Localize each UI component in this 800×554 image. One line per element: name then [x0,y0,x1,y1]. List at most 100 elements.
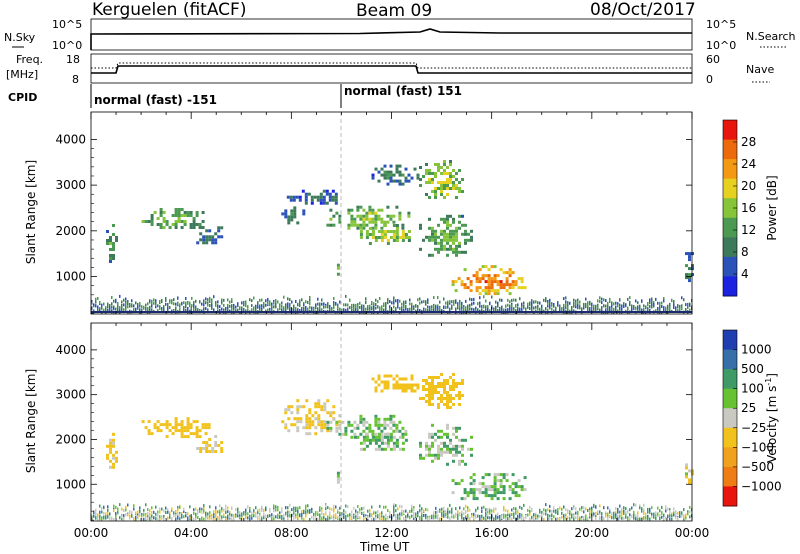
power-cell-r11 [487,286,491,290]
velocity-cell-r4 [368,423,372,427]
velocity-cell-r8 [446,394,449,397]
power-ground-cell [403,309,405,312]
power-cell-r11 [490,277,494,281]
power-ground-cell [251,304,253,307]
power-ground-cell [315,305,317,309]
velocity-ground-cell [415,518,417,521]
velocity-ground-cell [459,506,461,510]
velocity-ground-cell [273,509,275,513]
velocity-ground-cell [345,510,347,514]
velocity-cell-r8 [452,397,455,400]
velocity-ground-cell [155,512,157,516]
velocity-ground-cell [681,512,683,516]
velocity-ground-cell [633,516,635,520]
power-ground-cell [559,304,561,308]
velocity-ground-cell [439,517,441,521]
power-ground-cell [309,302,311,306]
velocity-cell-r8 [422,388,425,391]
velocity-ground-cell [199,509,201,513]
power-cell-r10 [446,223,449,227]
power-cell-r1 [186,211,190,214]
velocity-ground-cell [385,513,387,517]
power-ground-cell [437,304,439,308]
power-cell-r4 [331,198,335,202]
power-ground-cell [451,304,453,308]
power-ground-cell [97,297,99,300]
power-ground-cell [345,308,347,312]
power-colorbar-cell [723,139,737,160]
velocity-cell-r10 [496,497,500,501]
power-ground-cell [345,294,347,298]
power-ground-cell [175,302,177,306]
power-cell-r8 [395,179,399,183]
power-cell-r9 [449,178,452,181]
power-ground-cell [673,300,675,304]
power-ground-cell [447,300,449,304]
velocity-cell-r9 [455,426,458,430]
velocity-ground-cell [143,517,145,521]
power-cell-r9 [455,187,458,190]
velocity-ground-cell [173,511,175,515]
velocity-ground-cell [637,517,639,521]
velocity-cell-r10 [514,491,518,495]
power-cell-r10 [464,241,467,245]
velocity-ground-cell [451,510,453,514]
velocity-cell-r1 [174,417,178,421]
power-cell-r5 [380,208,384,212]
velocity-ground-cell [95,508,97,512]
velocity-ground-cell [669,517,671,521]
velocity-ground-cell [475,515,477,519]
power-ground-cell [305,308,307,312]
velocity-ground-cell [365,515,367,519]
power-cell-r11 [505,277,509,281]
power-cell-r6 [395,233,399,236]
power-ground-cell [517,309,519,313]
velocity-ground-cell [589,515,591,519]
power-cell-r1 [189,226,193,229]
velocity-ground-cell [211,516,213,520]
velocity-cell-r0 [109,438,112,442]
power-cell-r11 [490,280,494,284]
power-cell-r8 [398,182,402,186]
velocity-ground-cell [573,514,575,518]
velocity-ground-cell [353,515,355,519]
power-cell-r10 [446,220,449,224]
power-ground-cell [349,306,351,310]
velocity-cell-r8 [458,391,461,394]
power-cell-r5 [407,214,411,218]
power-ground-cell [673,306,675,309]
velocity-cell-r11 [691,469,694,473]
velocity-cell-r1 [156,426,160,430]
power-ground-cell [99,301,101,304]
power-ground-cell [113,307,115,310]
velocity-cell-r8 [446,403,449,406]
power-ground-cell [275,299,277,303]
power-colorbar-tick-label: 16 [741,201,756,215]
velocity-ground-cell [395,517,397,521]
power-ground-cell [291,300,293,304]
velocity-cell-r10 [451,491,455,495]
velocity-ground-cell [619,510,621,514]
power-cell-r4 [319,195,323,199]
power-ground-cell [427,308,429,312]
velocity-cell-r8 [461,394,464,397]
power-ground-cell [147,302,149,306]
velocity-ground-cell [517,514,519,518]
power-ground-cell [495,309,497,312]
velocity-ground-cell [219,509,221,513]
power-ground-cell [185,309,187,312]
velocity-ground-cell [171,517,173,521]
velocity-cell-r4 [341,420,345,424]
power-cell-r5 [356,226,360,230]
velocity-cell-r4 [329,420,333,424]
velocity-ground-cell [487,516,489,520]
power-cell-r4 [310,198,314,202]
power-cell-r1 [165,223,169,226]
power-cell-r10 [422,238,425,242]
power-cell-r1 [186,214,190,217]
velocity-ground-cell [675,510,677,514]
velocity-ground-cell [487,512,489,516]
power-ground-cell [523,304,525,308]
velocity-ground-cell [685,513,687,517]
velocity-cell-r1 [156,429,160,433]
